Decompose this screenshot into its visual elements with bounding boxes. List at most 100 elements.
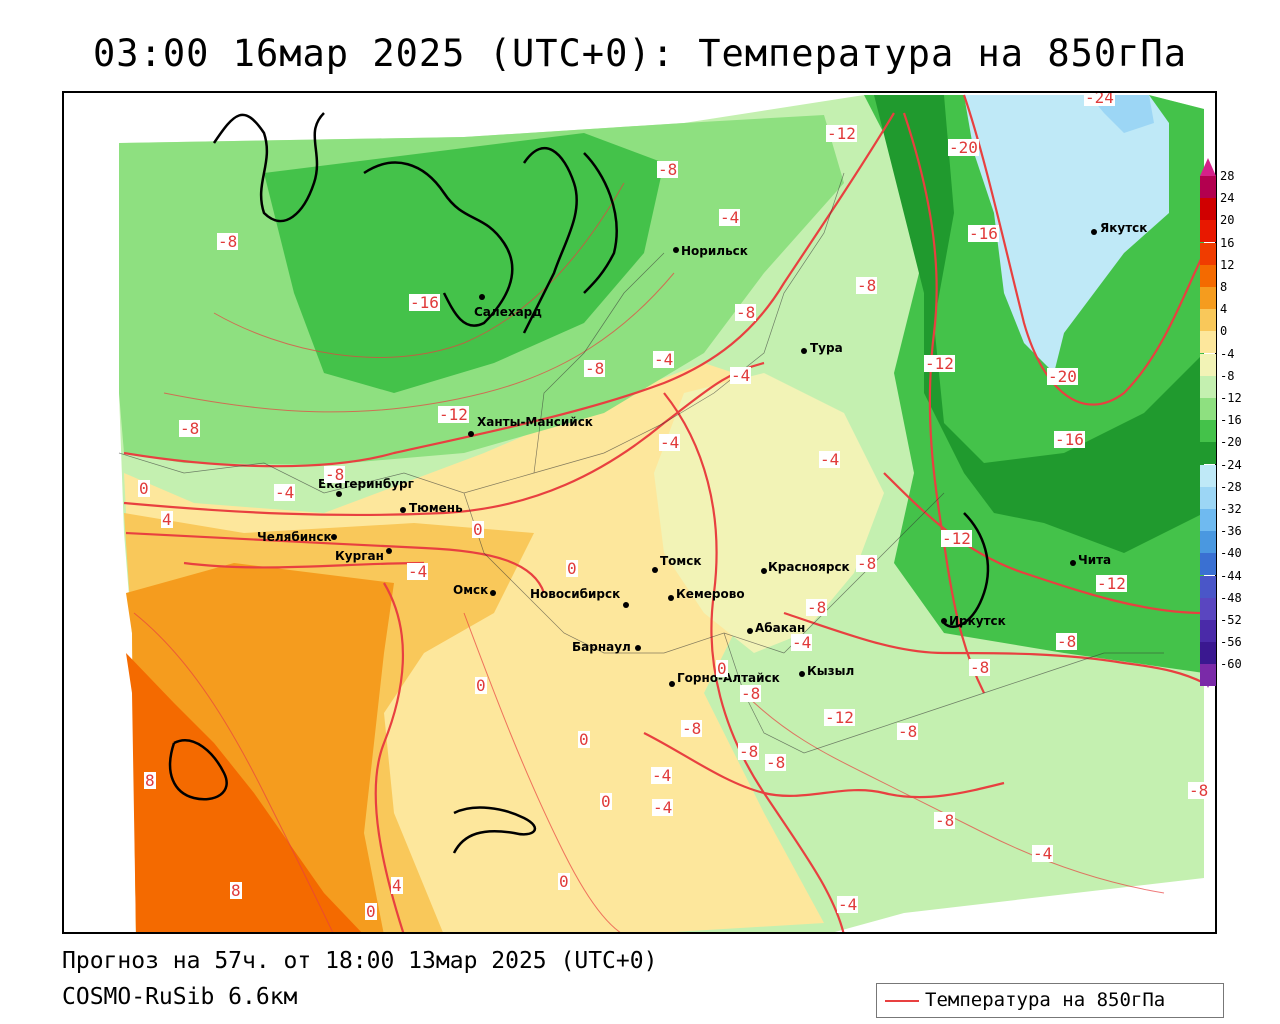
city-label-krasnoyarsk: Красноярск xyxy=(768,560,850,574)
contour-label: 8 xyxy=(230,881,242,900)
contour-label: 0 xyxy=(578,730,590,749)
contour-label: -4 xyxy=(730,366,752,385)
contour-label: -12 xyxy=(941,529,972,548)
color-scale-label: -56 xyxy=(1220,635,1242,650)
contour-label: 0 xyxy=(138,479,150,498)
contour-label: -12 xyxy=(826,124,857,143)
contour-label: -4 xyxy=(653,350,675,369)
color-scale-cell xyxy=(1200,176,1216,198)
forecast-info: Прогноз на 57ч. от 18:00 13мар 2025 (UTC… xyxy=(62,948,658,974)
city-label-abakan: Абакан xyxy=(755,621,806,635)
city-dot-khanty-mansiysk xyxy=(468,431,474,437)
color-scale-cell xyxy=(1200,642,1216,665)
isotherm-minor xyxy=(133,182,1165,932)
legend: Температура на 850гПа xyxy=(876,983,1224,1018)
contour-label: -4 xyxy=(407,562,429,581)
city-label-chelyabinsk: Челябинск xyxy=(257,530,332,544)
color-scale-cell xyxy=(1200,242,1216,265)
contour-label: -8 xyxy=(856,554,878,573)
city-dot-yakutsk xyxy=(1091,229,1097,235)
admin-borders xyxy=(118,172,1164,754)
isotherm-lines xyxy=(123,94,1205,932)
color-scale-label: -36 xyxy=(1220,524,1242,539)
color-scale-label: 16 xyxy=(1220,235,1235,250)
color-scale-label: -44 xyxy=(1220,568,1242,583)
city-dot-barnaul xyxy=(635,645,641,651)
color-scale-cell xyxy=(1200,620,1216,642)
color-scale-cell xyxy=(1200,464,1216,487)
color-scale-label: 0 xyxy=(1220,324,1228,339)
contour-label: 8 xyxy=(144,771,156,790)
legend-label: Температура на 850гПа xyxy=(925,989,1166,1011)
color-scale-label: -12 xyxy=(1220,391,1242,405)
color-scale-cell xyxy=(1200,353,1216,376)
contour-label: -8 xyxy=(584,359,606,378)
warm-zone-dark-orange xyxy=(126,653,362,932)
contour-label: -8 xyxy=(806,598,828,617)
contour-label: -16 xyxy=(409,293,440,312)
color-scale-label: -16 xyxy=(1220,413,1242,428)
contour-label: -4 xyxy=(819,450,841,469)
color-scale-label: -32 xyxy=(1220,502,1242,516)
contour-label: -8 xyxy=(897,722,919,741)
contour-label: -12 xyxy=(824,708,855,727)
contour-label: -4 xyxy=(651,766,673,785)
color-scale-label: -28 xyxy=(1220,479,1242,494)
city-dot-irkutsk xyxy=(941,618,947,624)
cold-zone-mid-green xyxy=(264,133,664,393)
city-label-chita: Чита xyxy=(1078,553,1112,567)
contour-label: -16 xyxy=(968,224,999,243)
city-dot-chita xyxy=(1070,560,1076,566)
color-scale-cell xyxy=(1200,309,1216,332)
forecast-map[interactable]: Якутск Норильск Салехард Тура Ханты-Манс… xyxy=(62,91,1217,934)
contour-label: -8 xyxy=(1188,781,1210,800)
contour-label: 4 xyxy=(391,876,403,895)
contour-label: 0 xyxy=(600,792,612,811)
color-scale-cell xyxy=(1200,531,1216,554)
contour-label: -8 xyxy=(179,419,201,438)
color-scale-cell xyxy=(1200,375,1216,398)
city-dot-abakan xyxy=(747,628,753,634)
color-scale-cell xyxy=(1200,575,1216,598)
city-dot-tura xyxy=(801,348,807,354)
contour-label: -4 xyxy=(659,433,681,452)
color-scale-label: -20 xyxy=(1220,435,1242,450)
city-dot-kyzyl xyxy=(799,671,805,677)
color-scale-label: -4 xyxy=(1220,346,1235,361)
city-dot-omsk xyxy=(490,590,496,596)
color-scale-label: -60 xyxy=(1220,657,1242,672)
city-label-norilsk: Норильск xyxy=(681,244,748,258)
color-scale-label: 12 xyxy=(1220,257,1235,272)
color-scale-cell xyxy=(1200,264,1216,287)
city-dot-kurgan xyxy=(386,548,392,554)
city-label-tomsk: Томск xyxy=(660,554,702,568)
contour-label: 0 xyxy=(475,676,487,695)
city-dot-krasnoyarsk xyxy=(761,568,767,574)
color-scale-cell xyxy=(1200,398,1216,420)
contour-label: -8 xyxy=(324,465,346,484)
color-scale-cell xyxy=(1200,664,1216,687)
contour-label: -24 xyxy=(1084,91,1115,107)
city-label-kurgan: Курган xyxy=(335,549,384,563)
contour-label: -12 xyxy=(1096,574,1127,593)
color-scale-cell xyxy=(1200,331,1216,354)
city-label-barnaul: Барнаул xyxy=(572,640,631,654)
city-label-tura: Тура xyxy=(810,341,843,355)
contour-label: -16 xyxy=(1054,430,1085,449)
city-label-yakutsk: Якутск xyxy=(1100,221,1148,235)
contour-label: -4 xyxy=(719,208,741,227)
contour-label: -20 xyxy=(1047,367,1078,386)
contour-label: 0 xyxy=(365,902,377,921)
city-dot-chelyabinsk xyxy=(331,534,337,540)
city-label-salekhard: Салехард xyxy=(474,305,542,319)
central-light-zone xyxy=(654,373,884,653)
map-canvas xyxy=(118,94,1205,932)
color-scale-cell xyxy=(1200,509,1216,531)
color-scale-cell xyxy=(1200,198,1216,221)
color-scale-label: 20 xyxy=(1220,213,1235,228)
contour-label: -8 xyxy=(738,742,760,761)
contour-label: -12 xyxy=(924,354,955,373)
city-dot-salekhard xyxy=(479,294,485,300)
city-dot-gorno-altaysk xyxy=(669,681,675,687)
map-title: 03:00 16мар 2025 (UTC+0): Температура на… xyxy=(93,32,1187,75)
